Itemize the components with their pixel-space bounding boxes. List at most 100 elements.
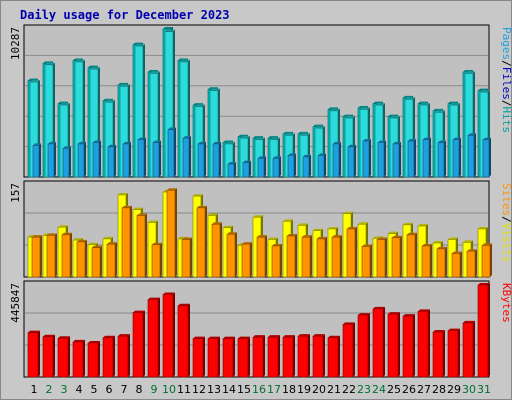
bar-top	[478, 226, 488, 229]
bar-pages	[182, 137, 190, 178]
bar-top	[253, 335, 265, 338]
x-tick-label: 30	[462, 383, 476, 396]
bar-top	[328, 335, 340, 338]
bar-side	[248, 336, 250, 377]
bar-side	[114, 144, 116, 177]
bar-top	[407, 232, 417, 235]
bar-top	[148, 220, 158, 223]
bar-top	[448, 328, 460, 331]
bar-top	[193, 336, 205, 339]
bar-top	[92, 245, 102, 248]
bar-top	[208, 336, 220, 339]
bar-side	[370, 244, 372, 277]
bar-top	[358, 222, 368, 225]
bar-side	[339, 141, 341, 177]
bar-top	[135, 44, 145, 47]
bar-side	[279, 156, 281, 177]
bar-side	[368, 313, 370, 377]
bar-side	[188, 303, 190, 377]
bar-top	[343, 211, 353, 214]
bar-top	[347, 226, 357, 229]
bar-side	[460, 251, 462, 277]
bar-top	[150, 71, 160, 74]
bar-side	[55, 233, 57, 277]
x-tick-label: 3	[61, 383, 68, 396]
bar-kbytes	[372, 308, 384, 378]
x-tick-label: 2	[46, 383, 53, 396]
bar-top	[283, 219, 293, 222]
bar-kbytes	[102, 337, 114, 378]
bar-side	[69, 146, 71, 177]
bar-top	[152, 242, 162, 245]
bar-side	[428, 309, 430, 377]
bar-pages	[257, 157, 265, 178]
bar-top	[182, 237, 192, 240]
bar-side	[160, 242, 162, 277]
bar-side	[430, 243, 432, 277]
bar-kbytes	[57, 337, 69, 378]
bar-top	[47, 233, 57, 236]
bar-top	[298, 334, 310, 337]
bar-top	[332, 235, 342, 238]
bar-kbytes	[87, 342, 99, 378]
bar-sites	[226, 233, 236, 278]
bar-top	[163, 27, 173, 29]
x-tick-label: 4	[76, 383, 83, 396]
bar-side	[353, 322, 355, 377]
bar-top	[88, 340, 100, 343]
bar-pages	[362, 140, 370, 178]
bar-top	[32, 235, 42, 238]
bar-top	[360, 107, 370, 110]
x-tick-label: 23	[357, 383, 371, 396]
bar-side	[54, 141, 56, 177]
bar-top	[107, 242, 117, 245]
x-tick-label: 27	[417, 383, 431, 396]
bar-top	[377, 237, 387, 240]
bar-side	[413, 314, 415, 377]
bar-sites	[61, 234, 71, 278]
bar-top	[210, 88, 220, 91]
bar-top	[362, 244, 372, 247]
bar-top	[300, 133, 310, 136]
bar-pages	[32, 145, 40, 178]
x-tick-label: 24	[372, 383, 386, 396]
bar-side	[203, 336, 205, 377]
bar-top	[313, 228, 323, 231]
bar-top	[28, 330, 40, 333]
legend-entry: Visits	[500, 223, 512, 263]
bar-top	[450, 103, 460, 106]
bar-top	[103, 236, 113, 239]
bar-side	[84, 141, 86, 177]
legend-entry: Sites	[500, 183, 512, 216]
legend-entry: Pages	[500, 27, 512, 60]
bar-sites	[301, 236, 311, 278]
bar-top	[288, 153, 296, 156]
bar-top	[328, 226, 338, 229]
bar-side	[83, 339, 85, 377]
bar-pages	[287, 155, 295, 178]
bar-sites	[166, 189, 176, 278]
bar-top	[463, 240, 473, 243]
bar-kbytes	[417, 311, 429, 378]
bar-top	[198, 141, 206, 144]
bar-top	[463, 320, 475, 323]
bar-pages	[347, 146, 355, 178]
x-tick-label: 26	[402, 383, 416, 396]
bar-top	[480, 90, 490, 93]
bar-side	[143, 310, 145, 377]
bar-top	[433, 330, 445, 333]
bar-top	[283, 335, 295, 338]
bar-top	[388, 231, 398, 234]
bar-pages	[152, 142, 160, 178]
bar-kbytes	[27, 332, 39, 378]
bar-pages	[137, 139, 145, 178]
bar-top	[255, 137, 265, 140]
bar-top	[258, 156, 266, 159]
x-tick-label: 28	[432, 383, 446, 396]
bar-top	[77, 239, 87, 242]
bar-sites	[466, 250, 476, 278]
bar-side	[264, 156, 266, 177]
bar-side	[325, 236, 327, 277]
bar-top	[58, 336, 70, 339]
bar-top	[392, 235, 402, 238]
